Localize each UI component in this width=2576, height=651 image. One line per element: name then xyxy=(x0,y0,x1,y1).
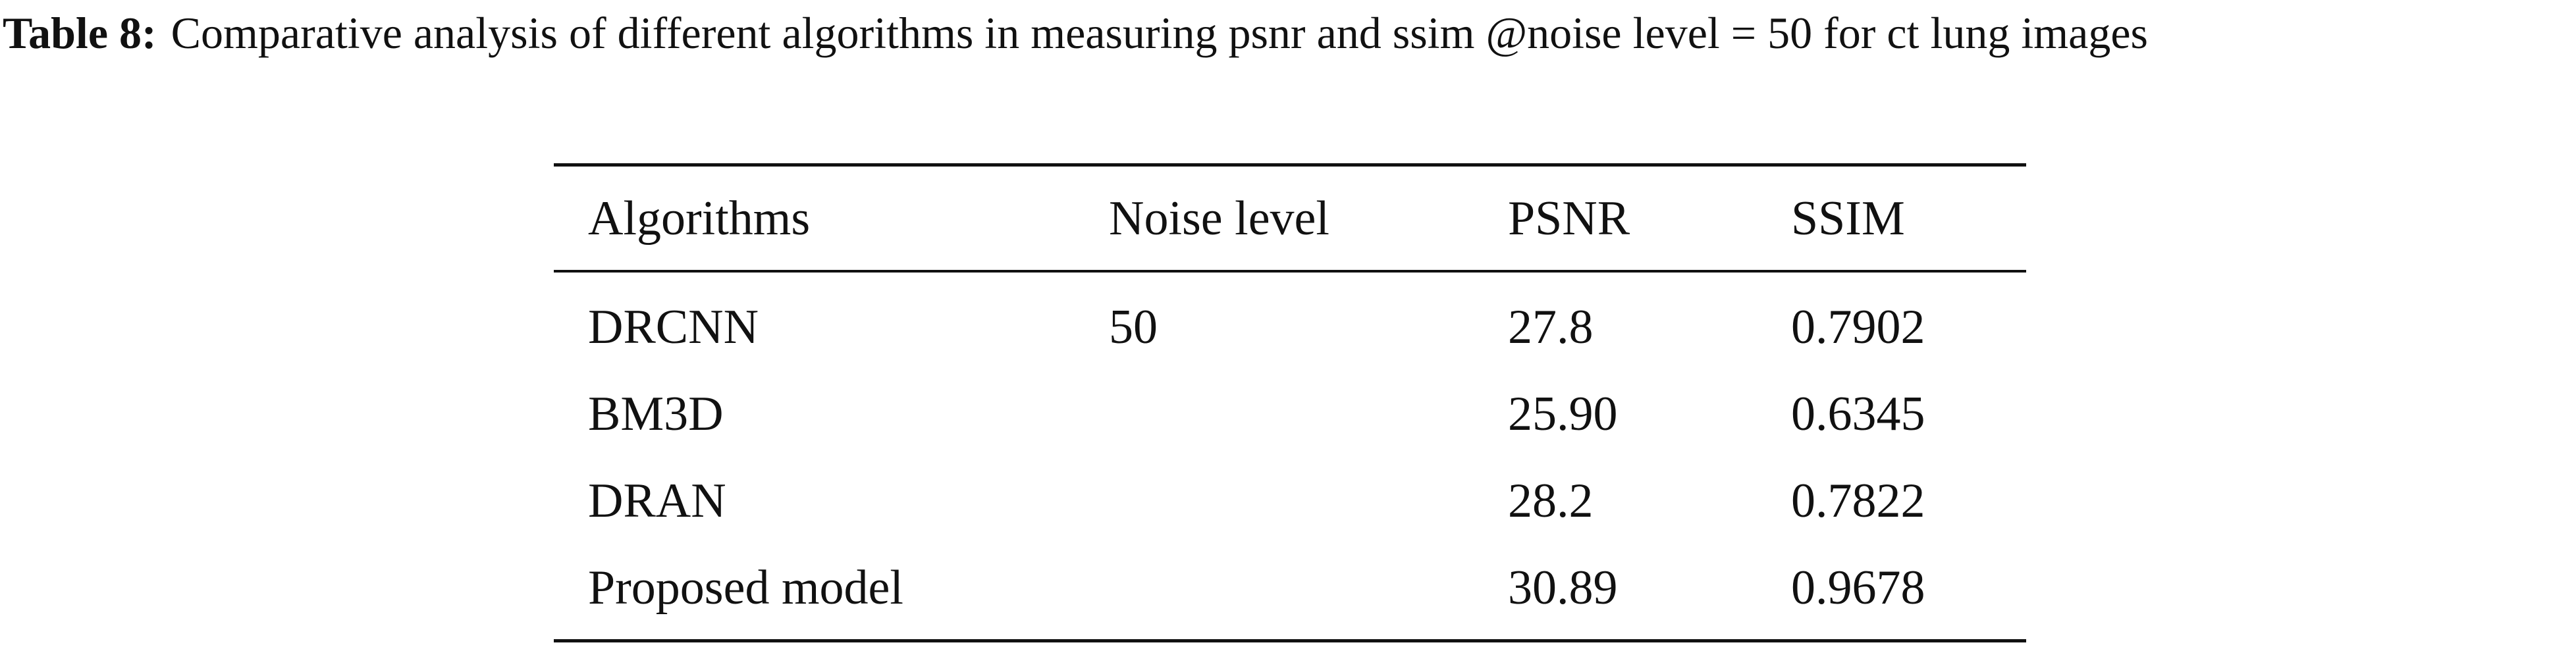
caption-text: Comparative analysis of different algori… xyxy=(171,8,2148,58)
table-cell: 28.2 xyxy=(1508,474,1594,528)
caption-label: Table 8: xyxy=(3,8,157,58)
table-cell: 25.90 xyxy=(1508,387,1618,441)
table-cell: BM3D xyxy=(588,387,724,441)
table-cell: Proposed model xyxy=(588,561,903,615)
table-caption: Table 8: Comparative analysis of differen… xyxy=(3,7,2574,59)
table-cell: 0.7822 xyxy=(1791,474,1925,528)
top-rule xyxy=(554,163,2026,167)
bottom-rule xyxy=(554,639,2026,642)
header-cell: Noise level xyxy=(1109,192,1329,246)
header-cell: Algorithms xyxy=(588,192,811,246)
header-rule xyxy=(554,270,2026,273)
header-cell: PSNR xyxy=(1508,192,1630,246)
table-cell: 0.6345 xyxy=(1791,387,1925,441)
table-cell: 0.9678 xyxy=(1791,561,1925,615)
table-cell: 30.89 xyxy=(1508,561,1618,615)
table-cell: 0.7902 xyxy=(1791,300,1925,354)
table-cell: DRAN xyxy=(588,474,726,528)
table-cell: DRCNN xyxy=(588,300,759,354)
table-cell: 50 xyxy=(1109,300,1158,354)
header-cell: SSIM xyxy=(1791,192,1905,246)
table-cell: 27.8 xyxy=(1508,300,1594,354)
